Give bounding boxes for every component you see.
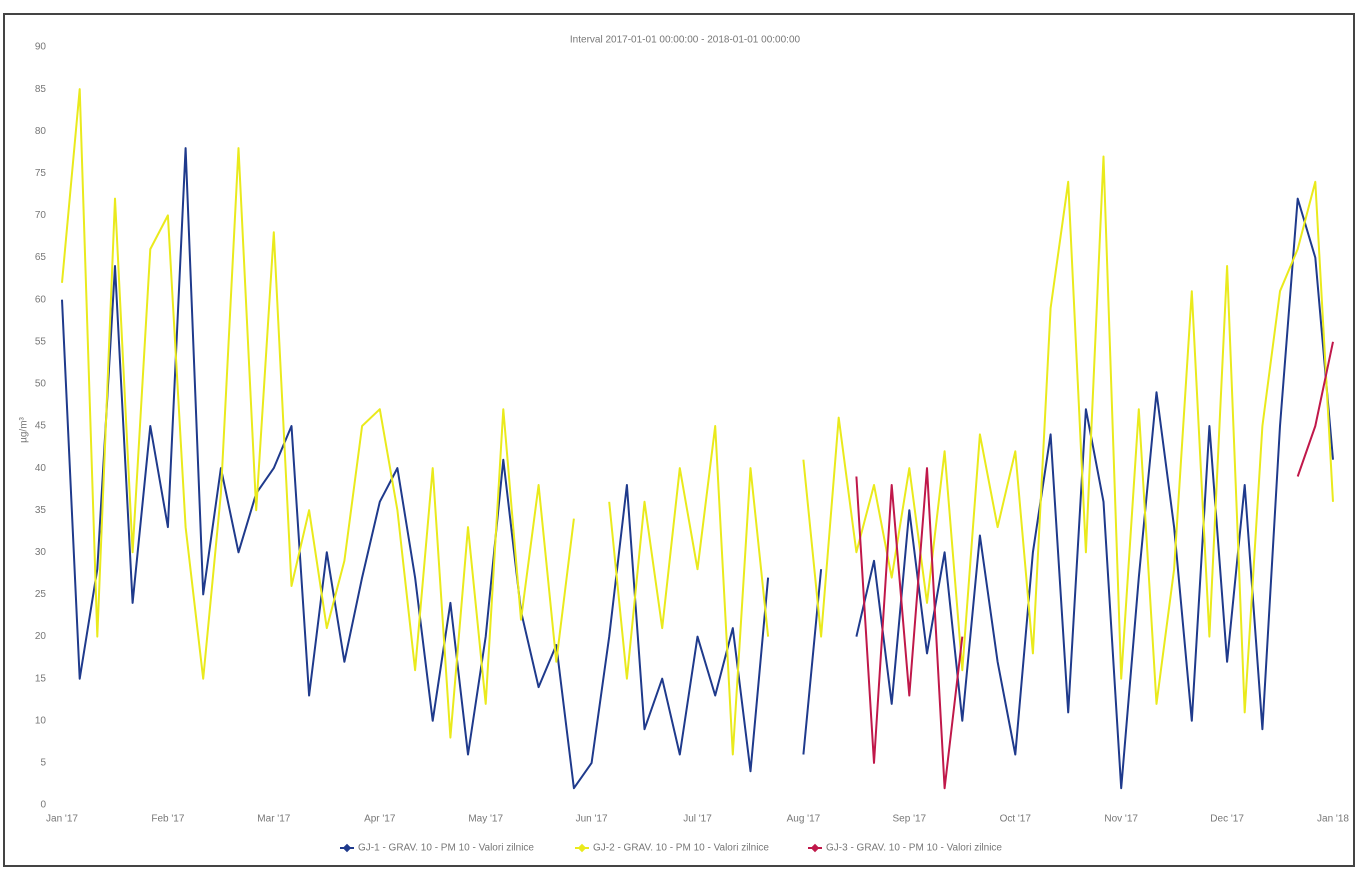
chart-title: Interval 2017-01-01 00:00:00 - 2018-01-0… — [570, 35, 801, 46]
y-tick-label: 10 — [35, 715, 47, 726]
x-tick-label: Jan '18 — [1317, 814, 1349, 825]
y-tick-label: 35 — [35, 505, 47, 516]
x-tick-label: Mar '17 — [257, 814, 290, 825]
y-tick-label: 55 — [35, 336, 47, 347]
y-tick-label: 25 — [35, 589, 47, 600]
legend-marker — [810, 843, 820, 853]
y-tick-label: 85 — [35, 84, 47, 95]
frame — [3, 13, 1355, 867]
x-tick-label: Oct '17 — [1000, 814, 1032, 825]
y-tick-label: 80 — [35, 126, 47, 137]
y-tick-label: 20 — [35, 631, 47, 642]
series-line — [855, 341, 1334, 790]
y-tick-label: 0 — [40, 800, 46, 811]
x-tick-label: Jan '17 — [46, 814, 78, 825]
x-tick-label: Nov '17 — [1104, 814, 1138, 825]
y-axis-label: µg/m³ — [19, 416, 30, 442]
legend-marker — [342, 843, 352, 853]
y-tick-label: 65 — [35, 252, 47, 263]
y-tick-label: 15 — [35, 673, 47, 684]
x-tick-label: Jul '17 — [683, 814, 712, 825]
y-tick-label: 75 — [35, 168, 47, 179]
y-tick-label: 60 — [35, 294, 47, 305]
y-tick-label: 90 — [35, 42, 47, 53]
x-tick-label: Dec '17 — [1210, 814, 1244, 825]
x-tick-label: Jun '17 — [576, 814, 608, 825]
x-tick-label: Sep '17 — [893, 814, 927, 825]
x-tick-label: Aug '17 — [787, 814, 821, 825]
y-tick-label: 70 — [35, 210, 47, 221]
legend-label: GJ-1 - GRAV. 10 - PM 10 - Valori zilnice — [358, 843, 534, 854]
legend-label: GJ-2 - GRAV. 10 - PM 10 - Valori zilnice — [593, 843, 769, 854]
legend-label: GJ-3 - GRAV. 10 - PM 10 - Valori zilnice — [826, 843, 1002, 854]
y-tick-label: 45 — [35, 421, 47, 432]
legend-marker — [577, 843, 587, 853]
x-tick-label: May '17 — [468, 814, 503, 825]
y-tick-label: 40 — [35, 463, 47, 474]
y-tick-label: 30 — [35, 547, 47, 558]
x-tick-label: Feb '17 — [151, 814, 184, 825]
y-tick-label: 5 — [40, 758, 46, 769]
x-tick-label: Apr '17 — [364, 814, 396, 825]
series-line — [61, 88, 1334, 756]
y-tick-label: 50 — [35, 379, 47, 390]
